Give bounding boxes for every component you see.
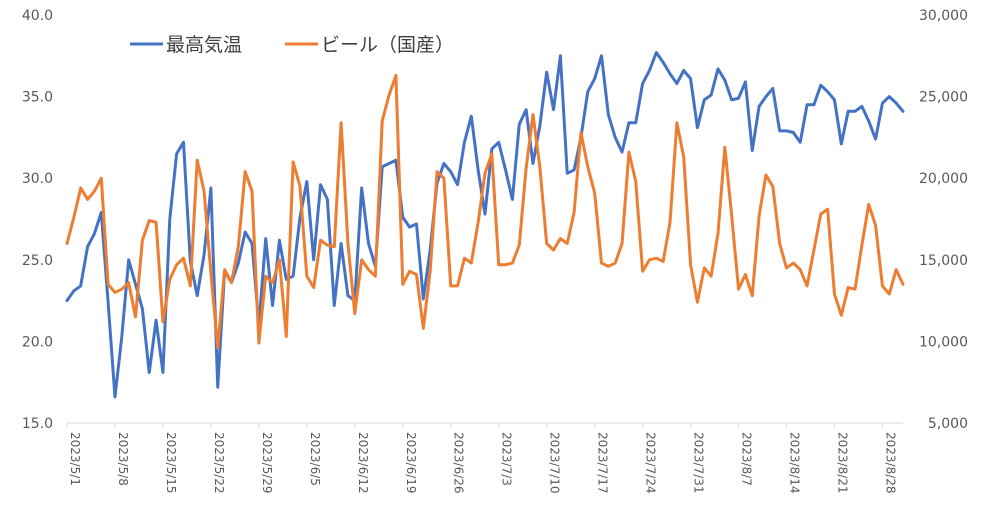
x-tick-label: 2023/5/1: [68, 432, 82, 486]
x-tick-label: 2023/7/10: [548, 432, 562, 494]
legend-label-max-temp: 最高気温: [166, 34, 242, 56]
series-line-beer: [65, 73, 905, 350]
y-left-tick-label: 25.0: [22, 253, 53, 269]
y-right-tick-label: 15,000: [919, 253, 968, 269]
y-right-tick-label: 30,000: [919, 8, 968, 24]
y-right-tick-label: 10,000: [919, 334, 968, 350]
y-left-tick-label: 40.0: [22, 8, 53, 24]
legend-label-beer: ビール（国産）: [321, 34, 454, 56]
y-right-tick-label: 25,000: [919, 90, 968, 106]
y-right-tick-label: 20,000: [919, 171, 968, 187]
x-tick-label: 2023/6/19: [404, 432, 418, 494]
y-left-tick-label: 30.0: [22, 171, 53, 187]
y-left-tick-label: 15.0: [22, 416, 53, 432]
series-layer: [65, 51, 905, 399]
x-tick-label: 2023/8/14: [788, 432, 802, 494]
x-tick-label: 2023/5/29: [260, 432, 274, 494]
legend: 最高気温 ビール（国産）: [130, 34, 454, 56]
x-tick-label: 2023/8/7: [740, 432, 754, 486]
x-tick-label: 2023/8/21: [835, 432, 849, 494]
x-tick-label: 2023/5/15: [164, 432, 178, 494]
y-left-tick-label: 35.0: [22, 90, 53, 106]
x-tick-label: 2023/6/12: [356, 432, 370, 494]
y-right-tick-label: 5,000: [928, 416, 968, 432]
x-tick-label: 2023/7/24: [644, 432, 658, 494]
x-tick-label: 2023/7/31: [692, 432, 706, 494]
x-tick-label: 2023/7/3: [500, 432, 514, 486]
x-tick-label: 2023/6/26: [452, 432, 466, 494]
y-left-tick-label: 20.0: [22, 334, 53, 350]
x-tick-label: 2023/8/28: [883, 432, 897, 494]
axes: 15.0 20.0 25.0 30.0 35.0 40.0 5,000 10,000 15,00…: [22, 8, 968, 494]
x-tick-label: 2023/6/5: [308, 432, 322, 486]
x-tick-label: 2023/5/8: [116, 432, 130, 486]
x-tick-label: 2023/7/17: [596, 432, 610, 494]
x-tick-label: 2023/5/22: [212, 432, 226, 494]
